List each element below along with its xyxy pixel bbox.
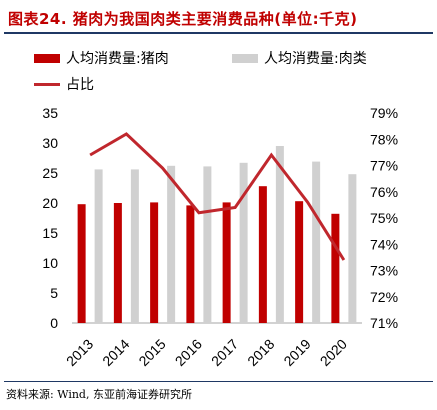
title-divider [4,32,433,34]
bar-pork [150,202,159,323]
legend-swatch-share [34,82,60,86]
x-tick-label: 2013 [63,336,96,369]
bar-pork [113,203,122,323]
legend-label-pork: 人均消费量:猪肉 [66,51,169,67]
bar-meat [130,169,139,323]
bar-pork [77,204,86,323]
legend-label-meat: 人均消费量:肉类 [264,51,367,67]
y-right-tick-label: 71% [370,315,398,331]
legend-label-share: 占比 [66,77,94,93]
chart-title: 图表24. 猪肉为我国肉类主要消费品种(单位:千克) [8,10,358,28]
y-left-tick-label: 35 [42,105,58,121]
x-tick-label: 2020 [317,336,350,369]
legend-item-meat: 人均消费量:肉类 [232,48,367,68]
line-share [89,132,346,261]
y-left-tick-label: 10 [42,255,58,271]
bar-meat [275,146,284,323]
legend-item-pork: 人均消费量:猪肉 [34,48,169,68]
y-left-tick-label: 20 [42,195,58,211]
y-left-tick-label: 25 [42,165,58,181]
y-right-tick-label: 75% [370,210,398,226]
bar-meat [203,166,212,323]
x-tick-label: 2016 [172,336,205,369]
footer-divider [4,381,433,382]
y-left-tick-label: 30 [42,135,58,151]
x-tick-label: 2017 [208,336,241,369]
bar-meat [239,162,248,323]
y-right-tick-label: 72% [370,289,398,305]
legend-swatch-meat [232,53,258,63]
y-left-tick-label: 5 [50,285,58,301]
legend-swatch-pork [34,53,60,63]
bar-meat [348,174,357,323]
y-right-tick-label: 79% [370,105,398,121]
x-tick-label: 2018 [244,336,277,369]
y-right-tick-label: 76% [370,184,398,200]
y-right-tick-label: 77% [370,158,398,174]
bar-meat [167,165,176,323]
x-tick-label: 2014 [99,336,132,369]
bar-pork [258,186,267,323]
y-right-tick-label: 78% [370,131,398,147]
x-tick-label: 2015 [135,336,168,369]
bar-pork [222,202,231,323]
y-right-tick-label: 73% [370,263,398,279]
bar-pork [186,205,195,323]
bar-meat [94,169,103,323]
y-right-tick-label: 74% [370,236,398,252]
bar-pork [295,201,304,323]
source-note: 资料来源: Wind, 东亚前海证券研究所 [6,388,192,401]
bar-pork [331,213,340,323]
y-left-tick-label: 15 [42,225,58,241]
bar-meat [312,161,321,323]
x-tick-label: 2019 [280,336,313,369]
legend-item-share: 占比 [34,74,94,94]
y-left-tick-label: 0 [50,315,58,331]
